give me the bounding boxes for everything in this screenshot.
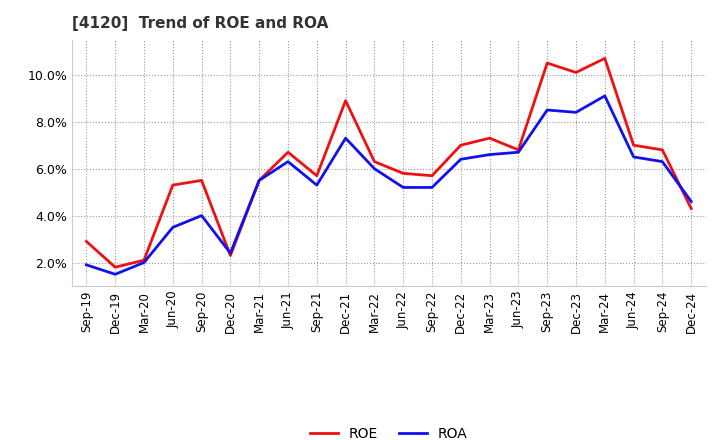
ROE [514, 147, 523, 153]
ROE [82, 239, 91, 244]
ROA [572, 110, 580, 115]
ROE [687, 206, 696, 211]
ROA [168, 225, 177, 230]
ROE [428, 173, 436, 178]
ROA [284, 159, 292, 164]
ROE [168, 183, 177, 188]
ROA [341, 136, 350, 141]
ROA [428, 185, 436, 190]
ROE [543, 60, 552, 66]
ROE [140, 257, 148, 263]
ROA [600, 93, 609, 99]
ROA [312, 183, 321, 188]
ROA [658, 159, 667, 164]
ROE [226, 253, 235, 258]
ROE [312, 173, 321, 178]
ROE [572, 70, 580, 75]
ROE [370, 159, 379, 164]
ROA [485, 152, 494, 157]
ROE [485, 136, 494, 141]
ROA [370, 166, 379, 171]
ROE [111, 264, 120, 270]
Line: ROE: ROE [86, 59, 691, 267]
ROA [629, 154, 638, 160]
ROA [255, 178, 264, 183]
ROA [514, 150, 523, 155]
ROA [456, 157, 465, 162]
ROA [226, 250, 235, 256]
ROE [600, 56, 609, 61]
ROE [658, 147, 667, 153]
ROE [284, 150, 292, 155]
ROE [629, 143, 638, 148]
ROA [82, 262, 91, 268]
ROA [399, 185, 408, 190]
ROA [111, 271, 120, 277]
Line: ROA: ROA [86, 96, 691, 274]
ROA [140, 260, 148, 265]
ROA [687, 199, 696, 204]
ROE [456, 143, 465, 148]
ROE [399, 171, 408, 176]
Legend: ROE, ROA: ROE, ROA [305, 421, 473, 440]
ROA [543, 107, 552, 113]
ROE [197, 178, 206, 183]
ROE [255, 178, 264, 183]
ROE [341, 98, 350, 103]
ROA [197, 213, 206, 218]
Text: [4120]  Trend of ROE and ROA: [4120] Trend of ROE and ROA [72, 16, 328, 32]
